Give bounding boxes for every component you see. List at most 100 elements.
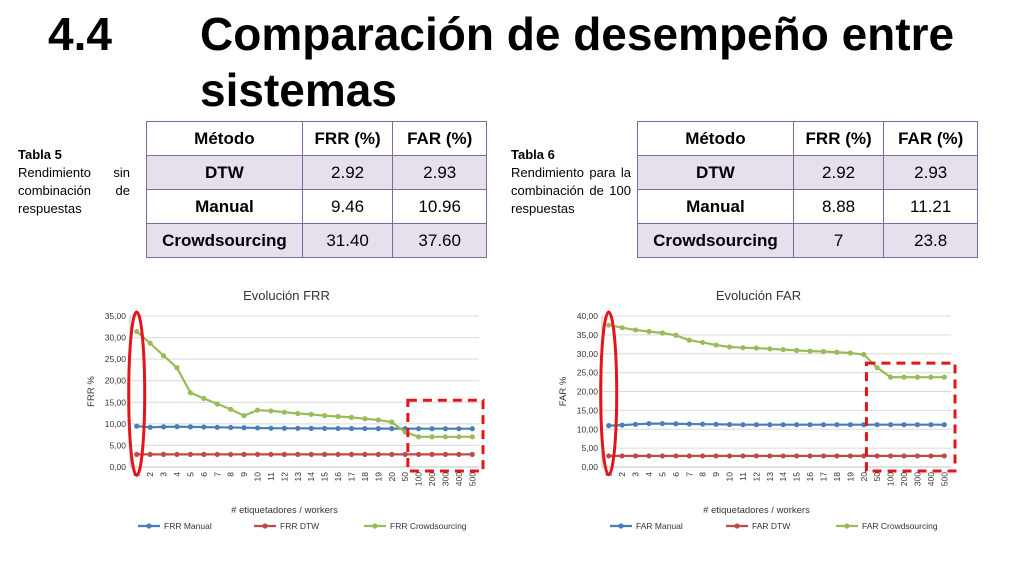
table5-cell: 31.40 (302, 224, 393, 258)
x-tick-label: 5 (185, 472, 195, 477)
series-line (137, 426, 473, 429)
highlight-ellipse (129, 312, 145, 475)
x-tick-label: 200 (899, 472, 909, 486)
legend-marker (372, 523, 377, 528)
data-point (228, 407, 233, 412)
legend-label: FRR Crowdsourcing (390, 521, 467, 531)
x-tick-label: 16 (805, 472, 815, 482)
data-point (606, 322, 611, 327)
table5-header-far: FAR (%) (393, 122, 487, 156)
data-point (376, 452, 381, 457)
y-tick-label: 25,00 (105, 354, 127, 364)
data-point (713, 342, 718, 347)
data-point (148, 425, 153, 430)
table5-cell: 2.93 (393, 156, 487, 190)
data-point (687, 421, 692, 426)
legend-label: FRR Manual (164, 521, 212, 531)
data-point (188, 452, 193, 457)
data-point (376, 417, 381, 422)
x-tick-label: 3 (159, 472, 169, 477)
data-point (470, 426, 475, 431)
data-point (174, 424, 179, 429)
data-point (322, 452, 327, 457)
data-point (389, 420, 394, 425)
data-point (901, 422, 906, 427)
table5-cell: DTW (147, 156, 303, 190)
data-point (148, 341, 153, 346)
table-row: Crowdsourcing 7 23.8 (638, 224, 978, 258)
data-point (646, 329, 651, 334)
x-tick-label: 15 (792, 472, 802, 482)
x-tick-label: 4 (644, 472, 654, 477)
x-tick-label: 9 (239, 472, 249, 477)
x-tick-label: 8 (226, 472, 236, 477)
data-point (633, 453, 638, 458)
data-point (309, 412, 314, 417)
y-tick-label: 10,00 (577, 424, 599, 434)
frr-chart: Evolución FRR 0,00 5,00 10,00 15,00 20,00 25,0… (74, 280, 494, 544)
data-point (740, 453, 745, 458)
table6-cell: 11.21 (884, 190, 978, 224)
x-tick-label: 500 (467, 472, 477, 486)
data-point (282, 426, 287, 431)
data-point (349, 415, 354, 420)
table5-cell: 2.92 (302, 156, 393, 190)
x-tick-label: 100 (886, 472, 896, 486)
data-point (794, 422, 799, 427)
table5-header-method: Método (147, 122, 303, 156)
x-tick-label: 6 (671, 472, 681, 477)
legend-marker (262, 523, 267, 528)
table6-cell: Crowdsourcing (638, 224, 794, 258)
data-point (942, 453, 947, 458)
legend-marker (844, 523, 849, 528)
data-point (228, 452, 233, 457)
data-point (700, 340, 705, 345)
y-axis-label: FAR % (558, 376, 569, 406)
x-tick-label: 20 (387, 472, 397, 482)
data-point (673, 421, 678, 426)
data-point (403, 452, 408, 457)
series-line (609, 424, 945, 426)
x-tick-label: 100 (414, 472, 424, 486)
data-point (821, 422, 826, 427)
data-point (268, 426, 273, 431)
data-point (255, 407, 260, 412)
data-point (443, 452, 448, 457)
data-point (282, 410, 287, 415)
y-tick-label: 15,00 (105, 397, 127, 407)
data-point (215, 425, 220, 430)
data-point (673, 453, 678, 458)
x-tick-label: 12 (751, 472, 761, 482)
data-point (362, 426, 367, 431)
data-point (335, 414, 340, 419)
data-point (834, 350, 839, 355)
data-point (215, 452, 220, 457)
data-point (727, 422, 732, 427)
data-point (781, 422, 786, 427)
data-point (268, 452, 273, 457)
x-tick-label: 400 (926, 472, 936, 486)
data-point (470, 434, 475, 439)
highlight-ellipse (601, 312, 617, 475)
data-point (241, 425, 246, 430)
data-point (687, 338, 692, 343)
x-tick-label: 7 (212, 472, 222, 477)
x-tick-label: 14 (778, 472, 788, 482)
x-tick-label: 19 (373, 472, 383, 482)
data-point (134, 329, 139, 334)
data-point (188, 424, 193, 429)
data-point (443, 434, 448, 439)
data-point (821, 349, 826, 354)
table5-caption-label: Tabla 5 (18, 146, 130, 164)
data-point (295, 411, 300, 416)
data-point (633, 422, 638, 427)
data-point (376, 426, 381, 431)
data-point (349, 452, 354, 457)
data-point (255, 425, 260, 430)
data-point (794, 453, 799, 458)
table-row: DTW 2.92 2.93 (147, 156, 487, 190)
data-point (188, 390, 193, 395)
data-point (456, 434, 461, 439)
data-point (606, 453, 611, 458)
table6-cell: 8.88 (793, 190, 884, 224)
